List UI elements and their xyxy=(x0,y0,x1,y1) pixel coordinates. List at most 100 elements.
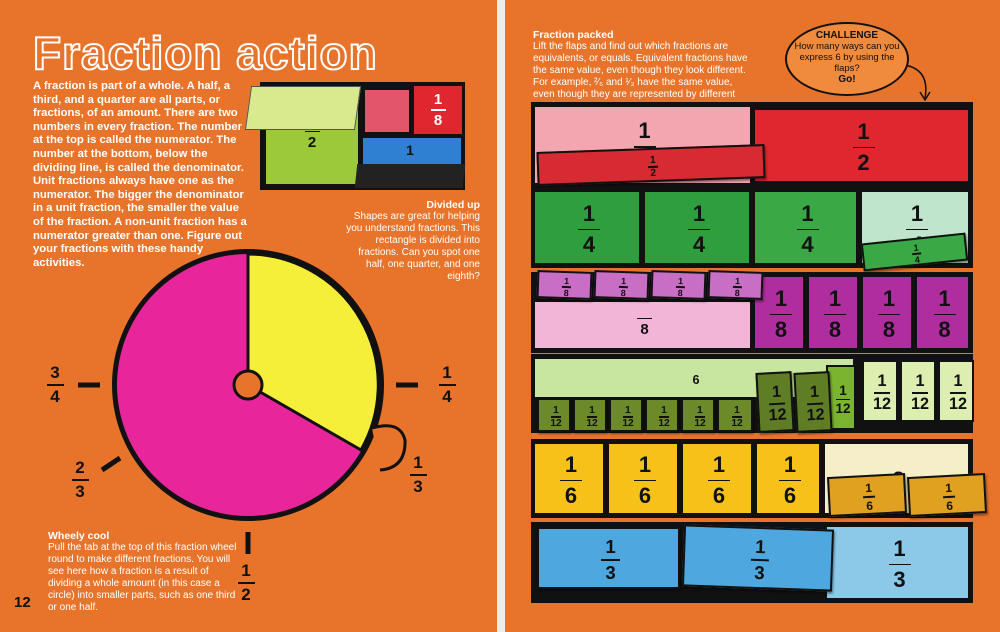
denominator: 8 xyxy=(433,112,443,130)
wheel-tab xyxy=(371,424,407,472)
fraction-bar xyxy=(304,130,320,133)
numerator: 1 xyxy=(677,275,684,286)
denominator: 4 xyxy=(442,387,452,407)
caption-heading: Fraction packed xyxy=(533,29,614,41)
numerator: 1 xyxy=(938,285,951,311)
fraction: 6 xyxy=(656,364,736,397)
fraction-flap[interactable]: 1 12 xyxy=(717,398,753,432)
intro-text: A fraction is part of a whole. A half, a… xyxy=(33,80,247,269)
denominator: 12 xyxy=(835,401,851,417)
fraction-tile: 1 12 xyxy=(862,360,898,422)
numerator: 1 xyxy=(406,141,414,158)
denominator: 4 xyxy=(914,254,921,266)
denominator: 8 xyxy=(828,317,842,343)
wheely-cool-caption: Wheely cool Pull the tab at the top of t… xyxy=(48,530,238,614)
numerator: 2 xyxy=(75,457,85,477)
numerator: 1 xyxy=(433,90,443,108)
challenge-bubble: CHALLENGE How many ways can you express … xyxy=(785,22,909,96)
denominator: 8 xyxy=(734,288,740,299)
numerator: 3 xyxy=(50,362,60,382)
denominator: 6 xyxy=(945,498,954,513)
numerator: 1 xyxy=(774,285,788,311)
denominator: 6 xyxy=(638,482,652,508)
fraction-bar xyxy=(873,392,891,394)
denominator: 12 xyxy=(550,418,562,430)
fraction-wheel xyxy=(78,249,418,554)
fraction-bar xyxy=(71,479,89,481)
denominator: 4 xyxy=(50,387,60,407)
fraction-flap[interactable]: 1 12 xyxy=(793,371,833,433)
fraction-bar xyxy=(694,416,706,418)
fraction-bar xyxy=(688,228,710,231)
denominator: 12 xyxy=(872,395,891,414)
caption-text: Pull the tab at the top of this fraction… xyxy=(48,542,237,613)
fraction-bar xyxy=(731,416,743,418)
fraction-flap[interactable]: 1 12 xyxy=(573,398,607,432)
denominator: 6 xyxy=(865,498,874,513)
numerator: 1 xyxy=(582,200,596,226)
numerator: 1 xyxy=(241,560,251,580)
fraction: 1 12 xyxy=(918,372,998,414)
numerator: 1 xyxy=(913,242,920,253)
denominator: 8 xyxy=(677,288,683,299)
fraction-flap[interactable]: 1 12 xyxy=(645,398,679,432)
fraction-flap[interactable]: 1 12 xyxy=(537,398,571,432)
fraction-bar xyxy=(911,392,929,394)
numerator: 1 xyxy=(605,535,616,557)
arrow xyxy=(904,64,931,102)
fraction-bar xyxy=(46,384,64,386)
denominator: 8 xyxy=(882,317,896,343)
fraction: 1 12 xyxy=(880,372,960,414)
fraction-bar xyxy=(430,109,446,111)
fraction-bar xyxy=(601,559,620,561)
denominator: 8 xyxy=(774,317,788,343)
quarter-panel xyxy=(363,88,411,134)
numerator: 1 xyxy=(893,535,906,561)
numerator: 1 xyxy=(809,382,820,402)
fraction-bar xyxy=(888,563,911,566)
numerator: 1 xyxy=(442,362,452,382)
numerator: 1 xyxy=(915,371,925,390)
caption-text: Shapes are great for helping you underst… xyxy=(346,211,480,282)
denominator: 12 xyxy=(658,418,670,430)
numerator: 1 xyxy=(620,275,627,286)
fraction-flap[interactable]: 1 12 xyxy=(609,398,643,432)
numerator: 1 xyxy=(828,285,842,311)
caption-heading: Wheely cool xyxy=(48,530,110,542)
fraction-bar xyxy=(438,384,456,386)
numerator: 1 xyxy=(692,200,706,226)
denominator: 3 xyxy=(413,477,423,497)
fraction-bar xyxy=(550,416,562,418)
fraction-tile: 1 12 xyxy=(938,360,974,422)
numerator: 1 xyxy=(661,404,667,416)
fraction-flap[interactable]: 1 12 xyxy=(681,398,715,432)
fraction-bar xyxy=(560,479,582,482)
denominator: 6 xyxy=(712,482,726,508)
